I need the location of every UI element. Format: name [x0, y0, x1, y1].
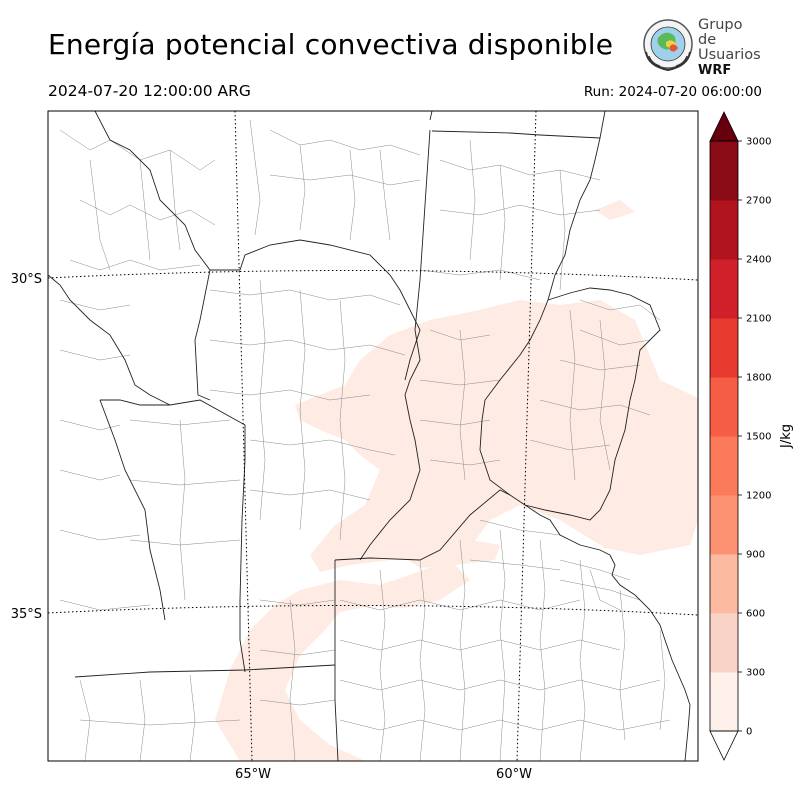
cape-shaded-area	[215, 200, 698, 761]
colorbar-segment	[710, 554, 738, 614]
colorbar-segment	[710, 141, 738, 201]
globe-emblem-icon	[643, 19, 693, 72]
colorbar-tick-label: 1500	[746, 432, 771, 443]
graticule	[48, 111, 698, 761]
coastline	[609, 554, 691, 761]
colorbar-segment	[710, 613, 738, 673]
run-time: Run: 2024-07-20 06:00:00	[583, 84, 762, 100]
map-title: Energía potencial convectiva disponible	[48, 28, 614, 61]
colorbar-tick-label: 1800	[746, 373, 771, 384]
logo-line3: WRF	[698, 63, 732, 78]
map-frame	[47, 110, 699, 762]
colorbar-tick-label: 300	[746, 668, 765, 679]
colorbar-segment	[710, 436, 738, 496]
colorbar-segment	[710, 200, 738, 260]
colorbar-segment	[710, 495, 738, 555]
colorbar-tick-label: 2700	[746, 196, 771, 207]
lon-label-65w: 65°W	[235, 767, 271, 782]
province-boundaries	[48, 111, 661, 761]
colorbar-tick-label: 600	[746, 609, 765, 620]
lat-label-35s: 35°S	[11, 607, 42, 622]
colorbar-segment	[710, 377, 738, 437]
colorbar-over-arrow	[709, 111, 739, 142]
colorbar-tick-label: 0	[746, 727, 752, 738]
logo-line2: Usuarios	[698, 47, 761, 63]
wrf-users-logo: Grupo de Usuarios WRF	[640, 16, 762, 78]
colorbar: 0 300 600 900 1200 1500 1800 2100 2400 2700 3000 J…	[709, 111, 794, 761]
lat-label-30s: 30°S	[11, 272, 42, 287]
colorbar-segment	[710, 318, 738, 378]
colorbar-tick-label: 2100	[746, 314, 771, 325]
colorbar-tick-label: 2400	[746, 255, 771, 266]
colorbar-segment	[710, 259, 738, 319]
colorbar-tick-label: 3000	[746, 137, 771, 148]
colorbar-segment	[710, 672, 738, 732]
county-boundaries	[59, 119, 671, 761]
colorbar-under-arrow	[709, 730, 739, 761]
colorbar-tick-label: 1200	[746, 491, 771, 502]
colorbar-label: J/kg	[779, 424, 794, 449]
colorbar-tick-label: 900	[746, 550, 765, 561]
lon-label-60w: 60°W	[496, 767, 532, 782]
logo-line1: Grupo de	[698, 17, 743, 48]
valid-time: 2024-07-20 12:00:00 ARG	[48, 82, 251, 100]
